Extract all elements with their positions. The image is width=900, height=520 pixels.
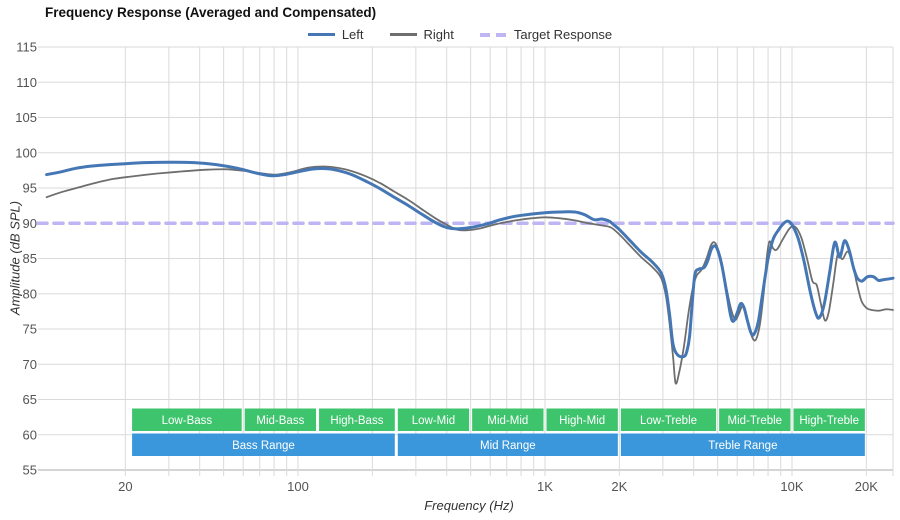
x-tick-label: 1K xyxy=(537,479,553,494)
y-tick-label: 65 xyxy=(23,392,37,407)
legend-swatch-target-dashed-line xyxy=(479,32,507,37)
band-low-bass xyxy=(132,408,242,431)
band-mid-bass xyxy=(244,408,317,431)
y-tick-label: 60 xyxy=(23,427,37,442)
y-tick-label: 105 xyxy=(15,110,37,125)
legend-item-right[interactable]: Right xyxy=(389,27,454,42)
x-tick-label: 100 xyxy=(287,479,309,494)
legend-swatch-left-line xyxy=(307,33,335,36)
band-treble-range xyxy=(620,433,865,456)
band-high-mid xyxy=(546,408,618,431)
x-tick-label: 10K xyxy=(780,479,803,494)
band-low-treble xyxy=(620,408,717,431)
y-tick-label: 100 xyxy=(15,145,37,160)
band-mid-range xyxy=(397,433,618,456)
legend-swatch-right-line xyxy=(389,33,417,36)
legend-label-target-response: Target Response xyxy=(513,27,613,42)
series-right-line xyxy=(45,165,894,385)
axis-tick-labels: 55 60 65 70 75 80 85 90 95 100 105 110 115 20 100 1K 2K 1… xyxy=(15,40,878,495)
band-label: Mid-Mid xyxy=(487,415,528,427)
band-label: Treble Range xyxy=(708,440,777,452)
legend-label-left: Left xyxy=(341,27,364,42)
band-label: Mid-Treble xyxy=(728,415,783,427)
band-label: Bass Range xyxy=(232,440,295,452)
band-mid-mid xyxy=(472,408,544,431)
y-tick-label: 55 xyxy=(23,463,37,478)
band-label: High-Treble xyxy=(799,415,859,427)
y-tick-label: 95 xyxy=(23,181,37,196)
band-label: Low-Mid xyxy=(412,415,455,427)
legend-label-right: Right xyxy=(423,27,454,42)
band-label: Mid-Bass xyxy=(256,415,304,427)
x-tick-label: 2K xyxy=(611,479,627,494)
legend: Left Right Target Response xyxy=(10,27,900,42)
y-tick-label: 75 xyxy=(23,322,37,337)
x-tick-label: 20K xyxy=(855,479,878,494)
y-axis-title: Amplitude (dB SPL) xyxy=(7,200,23,316)
y-tick-label: 90 xyxy=(23,216,37,231)
band-label: Mid Range xyxy=(480,440,536,452)
y-tick-label: 80 xyxy=(23,286,37,301)
series-lines xyxy=(36,160,895,385)
chart-title: Frequency Response (Averaged and Compens… xyxy=(45,5,377,20)
series-left-line xyxy=(45,160,895,359)
x-tick-label: 20 xyxy=(118,479,132,494)
y-tick-label: 70 xyxy=(23,357,37,372)
y-tick-label: 110 xyxy=(16,75,37,90)
y-tick-label: 115 xyxy=(16,40,37,55)
x-axis-title: Frequency (Hz) xyxy=(424,498,514,513)
band-low-mid xyxy=(397,408,470,431)
band-bass-range xyxy=(132,433,395,456)
legend-item-target-response[interactable]: Target Response xyxy=(479,27,613,42)
y-tick-label: 85 xyxy=(23,251,37,266)
band-label: High-Mid xyxy=(559,415,605,427)
band-high-treble xyxy=(793,408,865,431)
legend-item-left[interactable]: Left xyxy=(307,27,364,42)
band-mid-treble xyxy=(719,408,791,431)
range-bands: Low-Bass Mid-Bass High-Bass Low-Mid Mid-Mid H… xyxy=(132,408,865,456)
band-high-bass xyxy=(319,408,395,431)
band-label: Low-Treble xyxy=(640,415,697,427)
band-label: High-Bass xyxy=(330,415,383,427)
band-label: Low-Bass xyxy=(162,415,213,427)
